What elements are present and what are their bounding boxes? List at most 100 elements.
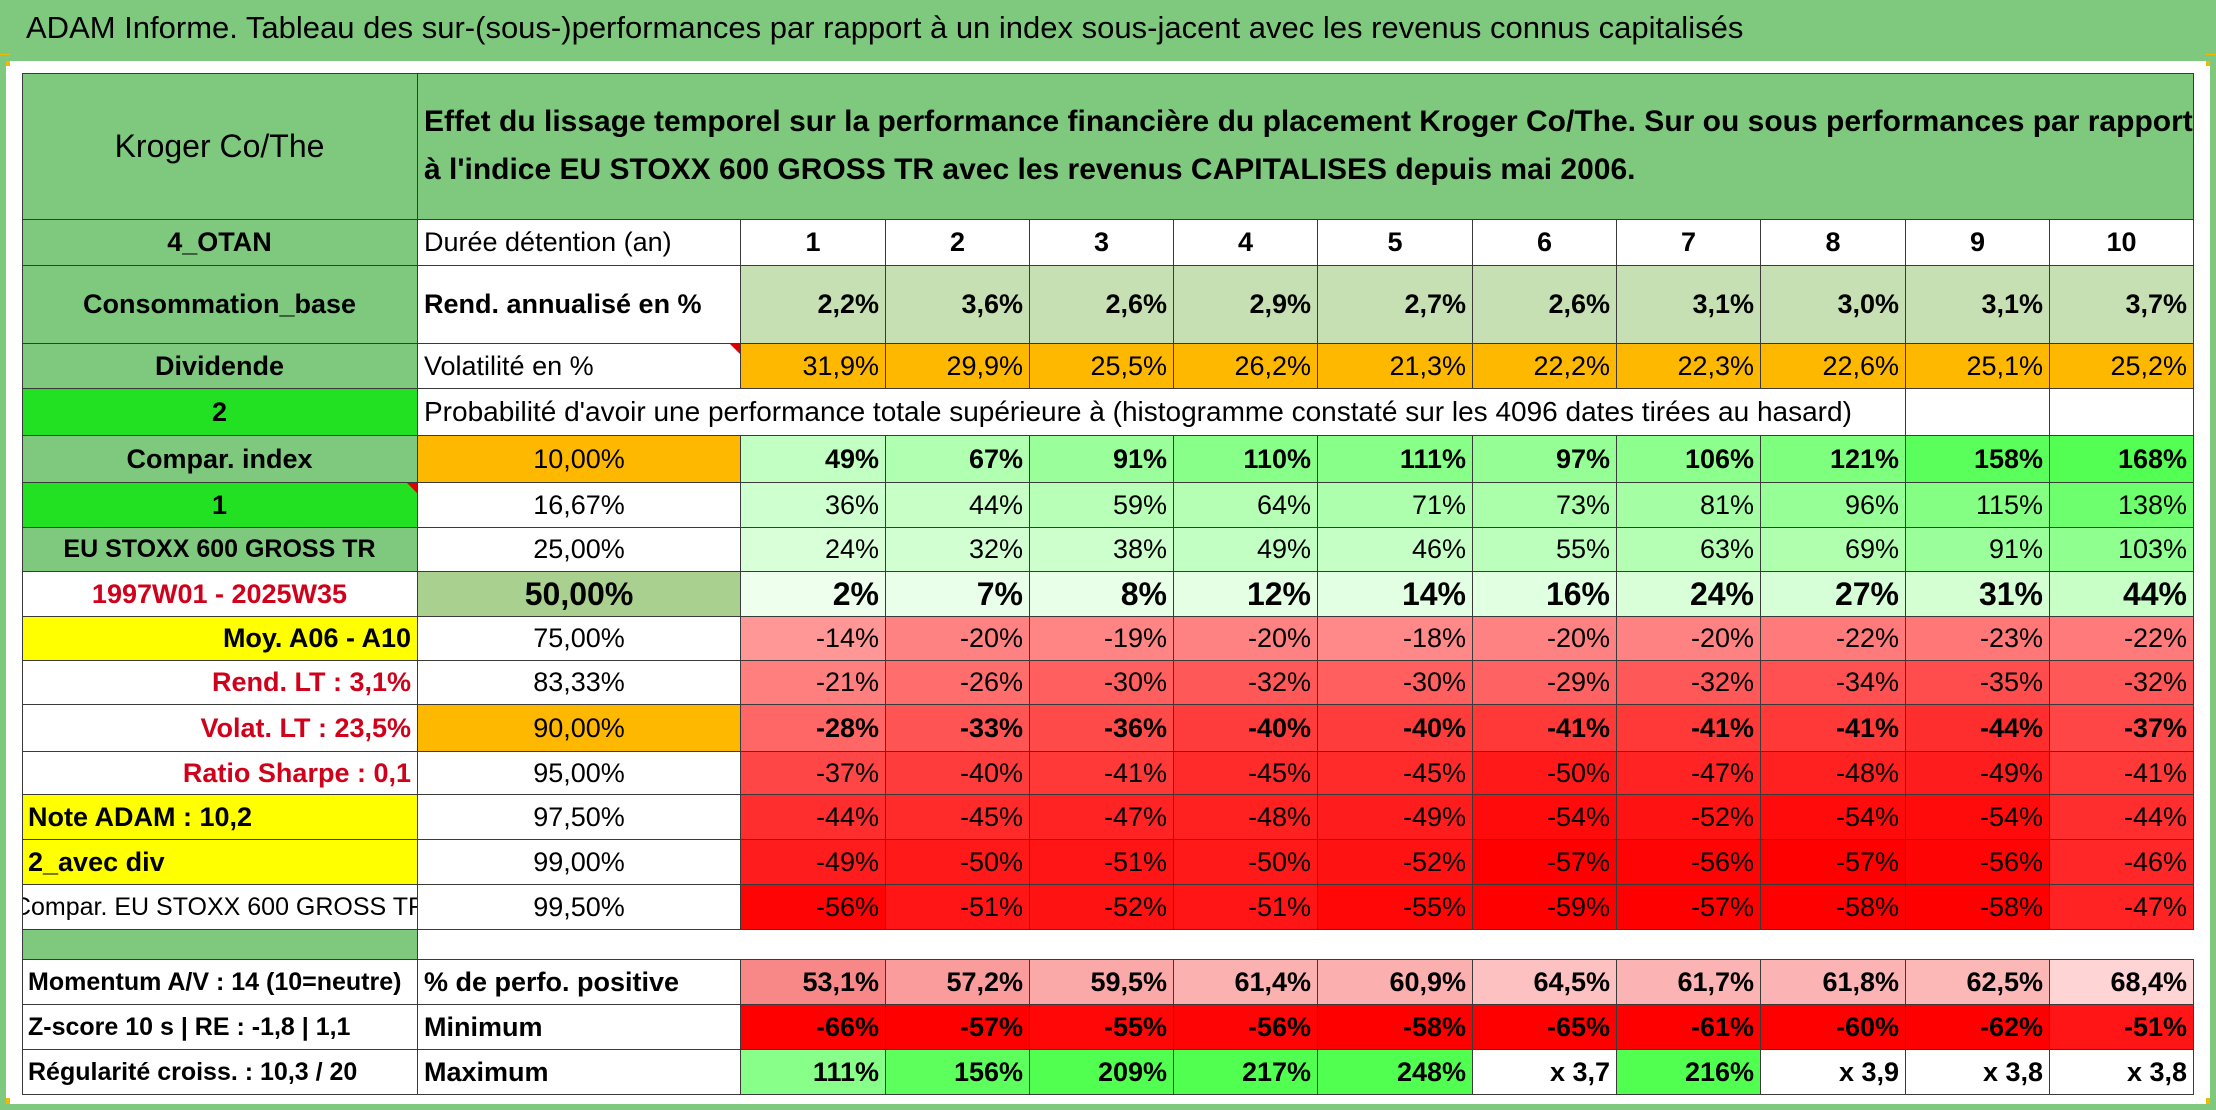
minimum-value: -58% <box>1318 1005 1473 1050</box>
probability-value: -49% <box>741 840 886 885</box>
probability-value: -20% <box>1473 617 1617 661</box>
probability-value: -52% <box>1030 885 1174 930</box>
probability-value: -22% <box>1761 617 1906 661</box>
index-name: EU STOXX 600 GROSS TR <box>22 528 418 572</box>
rend-value: 2,6% <box>1473 266 1617 344</box>
rend-value: 2,7% <box>1318 266 1473 344</box>
probability-value: -29% <box>1473 661 1617 705</box>
perfo-pos-value: 59,5% <box>1030 960 1174 1005</box>
vol-value: 25,5% <box>1030 344 1174 389</box>
rend-value: 2,6% <box>1030 266 1174 344</box>
probability-value: 16% <box>1473 572 1617 617</box>
probability-value: -50% <box>886 840 1030 885</box>
probability-value: 63% <box>1617 528 1761 572</box>
probability-value: -41% <box>1030 752 1174 795</box>
probability-value: -21% <box>741 661 886 705</box>
probability-value: -41% <box>1473 705 1617 752</box>
probability-value: 12% <box>1174 572 1318 617</box>
probability-value: -36% <box>1030 705 1174 752</box>
maximum-label: Maximum <box>418 1050 741 1095</box>
probability-value: 31% <box>1906 572 2050 617</box>
regularite-label: Régularité croiss. : 10,3 / 20 <box>22 1050 418 1095</box>
probability-value: -57% <box>1761 840 1906 885</box>
vol-value: 22,2% <box>1473 344 1617 389</box>
probability-value: -47% <box>2050 885 2194 930</box>
year-header: 8 <box>1761 220 1906 266</box>
probability-value: -46% <box>2050 840 2194 885</box>
year-header: 1 <box>741 220 886 266</box>
perfo-pos-value: 68,4% <box>2050 960 2194 1005</box>
probability-value: -32% <box>1617 661 1761 705</box>
table-left-border <box>22 73 23 1095</box>
note-adam-label: Note ADAM : 10,2 <box>22 795 418 840</box>
proba-label: Probabilité d'avoir une performance tota… <box>418 389 1906 436</box>
probability-value: 8% <box>1030 572 1174 617</box>
probability-value: -20% <box>886 617 1030 661</box>
probability-value: 7% <box>886 572 1030 617</box>
probability-value: -23% <box>1906 617 2050 661</box>
spacer-cell <box>22 930 418 960</box>
perfo-pos-value: 64,5% <box>1473 960 1617 1005</box>
spacer-cell <box>418 930 2194 960</box>
threshold-value: 10,00% <box>418 436 741 483</box>
probability-value: 49% <box>1174 528 1318 572</box>
probability-value: -34% <box>1761 661 1906 705</box>
probability-value: 121% <box>1761 436 1906 483</box>
year-header: 10 <box>2050 220 2194 266</box>
probability-value: -40% <box>1318 705 1473 752</box>
probability-value: -47% <box>1030 795 1174 840</box>
maximum-value: 156% <box>886 1050 1030 1095</box>
probability-value: 81% <box>1617 483 1761 528</box>
year-header: 6 <box>1473 220 1617 266</box>
probability-value: -56% <box>1617 840 1761 885</box>
probability-value: -54% <box>1473 795 1617 840</box>
threshold-value: 25,00% <box>418 528 741 572</box>
avec-div-label: 2_avec div <box>22 840 418 885</box>
probability-value: -49% <box>1318 795 1473 840</box>
probability-value: -40% <box>886 752 1030 795</box>
probability-value: -41% <box>1761 705 1906 752</box>
probability-value: 73% <box>1473 483 1617 528</box>
probability-value: -35% <box>1906 661 2050 705</box>
threshold-value: 97,50% <box>418 795 741 840</box>
maximum-value: 111% <box>741 1050 886 1095</box>
rend-lt-label: Rend. LT : 3,1% <box>22 661 418 705</box>
probability-value: -50% <box>1473 752 1617 795</box>
probability-value: 115% <box>1906 483 2050 528</box>
year-header: 2 <box>886 220 1030 266</box>
perfo-pos-label: % de perfo. positive <box>418 960 741 1005</box>
probability-value: -57% <box>1473 840 1617 885</box>
table-description: Effet du lissage temporel sur la perform… <box>418 73 2194 220</box>
probability-value: 27% <box>1761 572 1906 617</box>
table-top-border <box>22 73 2194 74</box>
threshold-value: 50,00% <box>418 572 741 617</box>
minimum-value: -51% <box>2050 1005 2194 1050</box>
probability-value: 110% <box>1174 436 1318 483</box>
probability-value: -59% <box>1473 885 1617 930</box>
table-frame <box>0 55 2216 1110</box>
zscore-label: Z-score 10 s | RE : -1,8 | 1,1 <box>22 1005 418 1050</box>
probability-value: -22% <box>2050 617 2194 661</box>
dividende-label: Dividende <box>22 344 418 389</box>
probability-value: 91% <box>1030 436 1174 483</box>
probability-value: 96% <box>1761 483 1906 528</box>
probability-value: -55% <box>1318 885 1473 930</box>
perfo-pos-value: 60,9% <box>1318 960 1473 1005</box>
probability-value: -56% <box>1906 840 2050 885</box>
probability-value: 111% <box>1318 436 1473 483</box>
probability-value: -18% <box>1318 617 1473 661</box>
probability-value: 44% <box>886 483 1030 528</box>
year-header: 3 <box>1030 220 1174 266</box>
probability-value: -37% <box>741 752 886 795</box>
stock-name: Kroger Co/The <box>22 73 418 220</box>
probability-value: 106% <box>1617 436 1761 483</box>
rend-value: 3,6% <box>886 266 1030 344</box>
probability-value: -20% <box>1174 617 1318 661</box>
rend-value: 2,2% <box>741 266 886 344</box>
rend-value: 3,0% <box>1761 266 1906 344</box>
probability-value: 32% <box>886 528 1030 572</box>
probability-value: -33% <box>886 705 1030 752</box>
rend-value: 3,1% <box>1906 266 2050 344</box>
year-header: 5 <box>1318 220 1473 266</box>
vol-value: 22,3% <box>1617 344 1761 389</box>
